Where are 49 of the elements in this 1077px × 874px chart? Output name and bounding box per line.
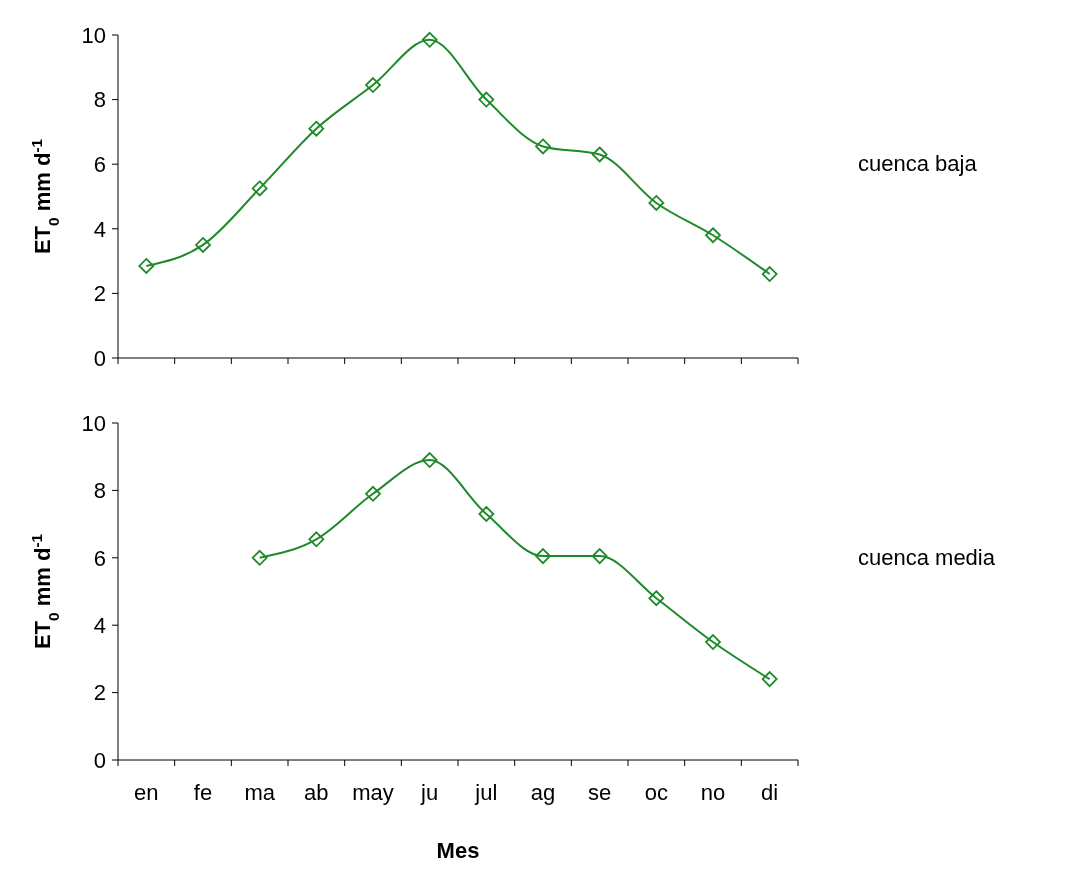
x-axis-title: Mes	[436, 838, 480, 863]
x-tick-label: may	[352, 780, 394, 805]
y-tick-label: 0	[93, 345, 106, 371]
y-tick-label: 0	[93, 747, 106, 773]
x-tick-label: fe	[193, 780, 213, 805]
point	[478, 91, 495, 108]
point	[535, 138, 551, 155]
point	[478, 506, 495, 522]
x-tick-label: en	[134, 780, 159, 805]
point	[591, 548, 608, 565]
y-tick-label: 8	[93, 478, 106, 504]
point	[761, 671, 778, 688]
x-tick-label: oc	[644, 780, 668, 805]
point	[308, 120, 325, 137]
point	[648, 195, 665, 211]
x-tick-label: se	[588, 780, 612, 805]
y-tick-label: 4	[93, 216, 106, 242]
x-tick-label: ag	[530, 780, 556, 805]
text: cuenca baja	[858, 150, 978, 176]
point	[138, 258, 155, 274]
point	[421, 452, 438, 468]
y-tick-label: 2	[93, 680, 106, 706]
point	[195, 237, 211, 253]
y-tick-label: 8	[93, 87, 106, 113]
point	[421, 31, 438, 48]
point	[365, 77, 381, 93]
point	[251, 549, 268, 566]
point	[251, 180, 268, 197]
point	[308, 531, 325, 548]
x-tick-label: no	[700, 780, 726, 805]
y-tick-label: 6	[93, 545, 106, 571]
x-tick-label: ma	[244, 780, 276, 805]
point	[705, 227, 721, 244]
x-tick-label: jul	[474, 780, 498, 805]
y-tick-label: 10	[81, 410, 106, 436]
y-tick-label: 10	[81, 22, 106, 48]
x-tick-label: ab	[304, 780, 329, 805]
point	[365, 485, 381, 502]
point	[591, 146, 608, 163]
x-tick-label: ju	[420, 780, 439, 805]
y-tick-label: 6	[93, 151, 106, 177]
y-tick-label: 2	[93, 281, 106, 307]
point	[761, 266, 778, 282]
text: cuenca media	[858, 544, 996, 570]
point	[705, 634, 721, 650]
point	[648, 590, 665, 607]
y-tick-label: 4	[93, 612, 106, 638]
x-tick-label: di	[761, 780, 779, 805]
point	[535, 548, 551, 565]
